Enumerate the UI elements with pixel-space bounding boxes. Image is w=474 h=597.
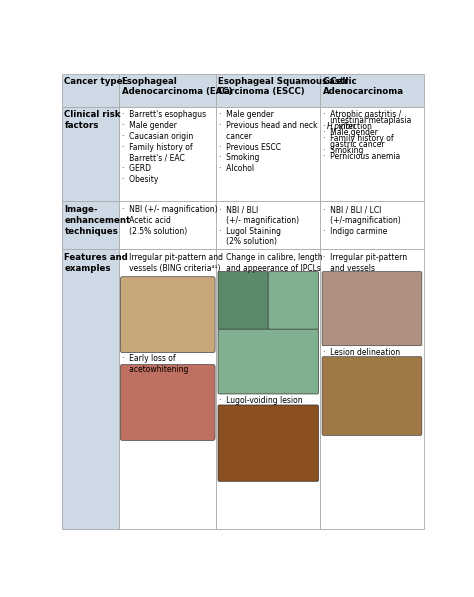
Bar (62, 107, 119, 201)
Bar (320, 74, 424, 107)
Text: Cancer type:: Cancer type: (64, 76, 127, 86)
Text: Clinical risk
factors: Clinical risk factors (64, 110, 121, 130)
FancyBboxPatch shape (120, 365, 215, 441)
Text: ·  Early loss of
   acetowhitening: · Early loss of acetowhitening (122, 354, 189, 374)
Bar (216, 201, 320, 249)
FancyBboxPatch shape (218, 405, 319, 481)
Text: ·  Pernicious anemia: · Pernicious anemia (323, 152, 401, 161)
Text: intestinal metaplasia: intestinal metaplasia (323, 116, 411, 125)
Bar (62, 74, 119, 107)
Text: Features and
examples: Features and examples (64, 253, 128, 273)
Bar (119, 201, 216, 249)
Text: ·  Barrett's esophagus
·  Male gender
·  Caucasian origin
·  Family history of
 : · Barrett's esophagus · Male gender · Ca… (122, 110, 206, 184)
Bar (119, 107, 216, 201)
Bar (119, 74, 216, 107)
Text: Gastric
Adenocarcinoma: Gastric Adenocarcinoma (322, 76, 403, 97)
Text: ·  Male gender: · Male gender (323, 128, 378, 137)
Text: ·  Family history of: · Family history of (323, 134, 394, 143)
Text: ·  Irregular pit-pattern
   and vessels: · Irregular pit-pattern and vessels (323, 253, 407, 273)
Text: ·  NBI / BLI / LCI
   (+/-magnification)
·  Indigo carmine: · NBI / BLI / LCI (+/-magnification) · I… (323, 205, 401, 236)
Text: ·  Irregular pit-pattern and
   vessels (BING criteria⁴¹): · Irregular pit-pattern and vessels (BIN… (122, 253, 223, 273)
Bar (216, 107, 320, 201)
FancyBboxPatch shape (322, 272, 422, 346)
FancyBboxPatch shape (218, 272, 268, 330)
Text: gastric cancer: gastric cancer (323, 140, 385, 149)
Text: ·: · (323, 122, 330, 131)
Bar (320, 201, 424, 249)
Bar (320, 107, 424, 201)
Bar (320, 249, 424, 529)
Text: Esophageal
Adenocarcinoma (EAC): Esophageal Adenocarcinoma (EAC) (121, 76, 232, 97)
Text: infection: infection (336, 122, 372, 131)
FancyBboxPatch shape (218, 329, 319, 394)
Text: ·  NBI / BLI
   (+/- magnification)
·  Lugol Staining
   (2% solution): · NBI / BLI (+/- magnification) · Lugol … (219, 205, 299, 247)
Text: ·  Atrophic gastritis /: · Atrophic gastritis / (323, 110, 401, 119)
Text: ·  Lesion delineation: · Lesion delineation (323, 348, 401, 357)
Text: ·  Change in calibre, length
   and appeerance of IPCLs: · Change in calibre, length and appeeran… (219, 253, 323, 273)
Text: Image-
enhancement
techniques: Image- enhancement techniques (64, 205, 131, 236)
Text: ·  Male gender
·  Previous head and neck
   cancer
·  Previous ESCC
·  Smoking
·: · Male gender · Previous head and neck c… (219, 110, 318, 173)
Bar (62, 249, 119, 529)
FancyBboxPatch shape (268, 272, 319, 330)
Text: H.pylori: H.pylori (326, 122, 356, 131)
Bar (62, 201, 119, 249)
Text: ·  NBI (+/- magnification)
·  Acetic acid
   (2.5% solution): · NBI (+/- magnification) · Acetic acid … (122, 205, 218, 236)
Text: Esophageal Squamous Cell
Carcinoma (ESCC): Esophageal Squamous Cell Carcinoma (ESCC… (219, 76, 349, 97)
Bar (216, 249, 320, 529)
FancyBboxPatch shape (322, 357, 422, 435)
FancyBboxPatch shape (120, 277, 215, 353)
Text: ·  Lugol-voiding lesion: · Lugol-voiding lesion (219, 396, 303, 405)
Bar (119, 249, 216, 529)
Text: ·  Smoking: · Smoking (323, 146, 364, 155)
Bar (216, 74, 320, 107)
